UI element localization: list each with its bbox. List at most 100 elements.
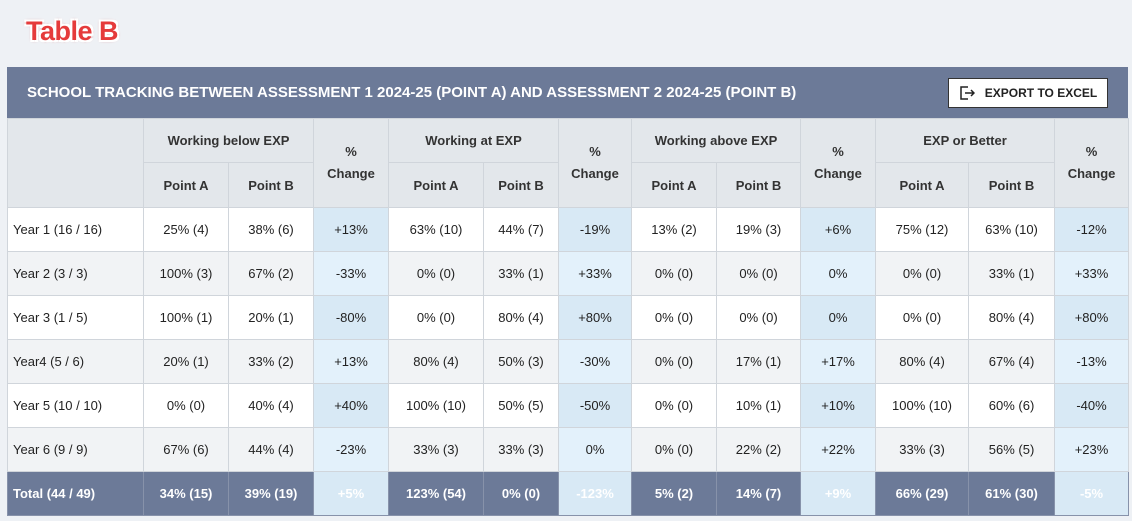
cell: 22% (2): [715, 427, 802, 472]
cell: 0% (0): [483, 471, 559, 516]
change-cell: +22%: [800, 427, 877, 472]
cell: 0% (0): [715, 251, 802, 296]
change-header: % Change: [571, 144, 619, 181]
cell: 19% (3): [715, 207, 802, 252]
cell: 13% (2): [631, 207, 717, 252]
group-header: Working at EXP: [388, 118, 559, 163]
change-cell: -40%: [1054, 383, 1130, 428]
data-row: Year 2 (3 / 3) 100% (3) 67% (2) -33% 0% (0) 3…: [7, 251, 1130, 296]
cell: 38% (6): [228, 207, 314, 252]
cell: 63% (10): [968, 207, 1056, 252]
cell: 0% (0): [388, 251, 484, 296]
change-header: % Change: [814, 144, 862, 181]
change-cell: -50%: [558, 383, 632, 428]
cell: 33% (1): [968, 251, 1056, 296]
cell: 100% (1): [143, 295, 229, 340]
cell: 50% (3): [483, 339, 559, 384]
cell: 0% (0): [388, 295, 484, 340]
cell: 80% (4): [388, 339, 484, 384]
cell: 33% (2): [228, 339, 314, 384]
data-row: Year4 (5 / 6) 20% (1) 33% (2) +13% 80% (4) 50…: [7, 339, 1130, 384]
data-row: Year 5 (10 / 10) 0% (0) 40% (4) +40% 100% (1…: [7, 383, 1130, 428]
row-label: Year 2 (3 / 3): [7, 251, 144, 296]
change-cell: +80%: [558, 295, 632, 340]
change-cell: -23%: [313, 427, 389, 472]
change-cell: -12%: [1054, 207, 1130, 252]
cell: 34% (15): [143, 471, 229, 516]
column-header: Point B: [483, 162, 559, 208]
change-cell: +13%: [313, 339, 389, 384]
column-header: Point A: [631, 162, 717, 208]
change-cell: -19%: [558, 207, 632, 252]
header-bar: SCHOOL TRACKING BETWEEN ASSESSMENT 1 202…: [7, 67, 1128, 118]
cell: 20% (1): [228, 295, 314, 340]
cell: 123% (54): [388, 471, 484, 516]
export-button[interactable]: EXPORT TO EXCEL: [948, 77, 1108, 108]
cell: 80% (4): [968, 295, 1056, 340]
change-cell: -80%: [313, 295, 389, 340]
cell: 33% (3): [388, 427, 484, 472]
cell: 14% (7): [715, 471, 802, 516]
cell: 40% (4): [228, 383, 314, 428]
change-cell: +23%: [1054, 427, 1130, 472]
cell: 44% (7): [483, 207, 559, 252]
cell: 0% (0): [631, 295, 717, 340]
page-label: Table B: [26, 16, 119, 46]
total-row: Total (44 / 49) 34% (15) 39% (19) +5% 123% (…: [7, 471, 1130, 516]
change-cell: +6%: [800, 207, 877, 252]
cell: 80% (4): [875, 339, 970, 384]
cell: 0% (0): [143, 383, 229, 428]
data-row: Year 1 (16 / 16) 25% (4) 38% (6) +13% 63% (1…: [7, 207, 1130, 252]
change-header-cell: % Change: [800, 118, 877, 208]
cell: 0% (0): [875, 251, 970, 296]
table-title: SCHOOL TRACKING BETWEEN ASSESSMENT 1 202…: [27, 84, 797, 101]
change-cell: +80%: [1054, 295, 1130, 340]
change-cell: -30%: [558, 339, 632, 384]
change-header: % Change: [327, 144, 375, 181]
group-header: EXP or Better: [875, 118, 1056, 163]
cell: 5% (2): [631, 471, 717, 516]
cell: 100% (3): [143, 251, 229, 296]
cell: 100% (10): [388, 383, 484, 428]
cell: 0% (0): [631, 339, 717, 384]
change-cell: 0%: [558, 427, 632, 472]
export-icon: [960, 85, 975, 100]
change-header-cell: % Change: [313, 118, 389, 208]
data-row: Year 3 (1 / 5) 100% (1) 20% (1) -80% 0% (0) 8…: [7, 295, 1130, 340]
cell: 67% (4): [968, 339, 1056, 384]
change-cell: +10%: [800, 383, 877, 428]
cell: 66% (29): [875, 471, 970, 516]
cell: 67% (6): [143, 427, 229, 472]
change-cell: +17%: [800, 339, 877, 384]
change-cell: -5%: [1054, 471, 1130, 516]
cell: 0% (0): [715, 295, 802, 340]
change-header-cell: % Change: [558, 118, 632, 208]
export-label: EXPORT TO EXCEL: [984, 85, 1098, 100]
change-cell: +9%: [800, 471, 877, 516]
row-label: Year 3 (1 / 5): [7, 295, 144, 340]
cell: 10% (1): [715, 383, 802, 428]
cell: 20% (1): [143, 339, 229, 384]
cell: 39% (19): [228, 471, 314, 516]
change-cell: +33%: [558, 251, 632, 296]
corner-cell: [7, 118, 144, 208]
column-header: Point A: [875, 162, 970, 208]
change-cell: +33%: [1054, 251, 1130, 296]
change-cell: +40%: [313, 383, 389, 428]
row-label: Year 6 (9 / 9): [7, 427, 144, 472]
cell: 100% (10): [875, 383, 970, 428]
cell: 63% (10): [388, 207, 484, 252]
change-header-cell: % Change: [1054, 118, 1130, 208]
group-header: Working below EXP: [143, 118, 314, 163]
subheader-row: Point A Point B Point A Point B Point A Point…: [8, 162, 1129, 208]
cell: 33% (3): [483, 427, 559, 472]
cell: 50% (5): [483, 383, 559, 428]
column-header: Point B: [715, 162, 802, 208]
change-cell: -13%: [1054, 339, 1130, 384]
data-row: Year 6 (9 / 9) 67% (6) 44% (4) -23% 33% (3) 3…: [7, 427, 1130, 472]
row-label: Year 5 (10 / 10): [7, 383, 144, 428]
panel: SCHOOL TRACKING BETWEEN ASSESSMENT 1 202…: [7, 67, 1130, 516]
cell: 17% (1): [715, 339, 802, 384]
change-header: % Change: [1067, 144, 1116, 181]
